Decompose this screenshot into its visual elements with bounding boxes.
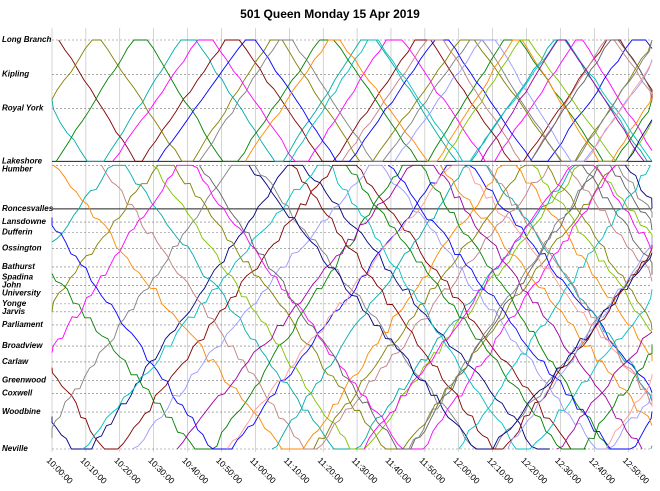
trip-line xyxy=(51,164,653,450)
x-tick-label: 11:50:00 xyxy=(417,455,447,485)
trip-line xyxy=(53,164,653,450)
trip-line xyxy=(226,164,653,450)
stop-label: Coxwell xyxy=(2,389,33,398)
trip-line xyxy=(289,39,653,162)
stop-label: Broadview xyxy=(2,341,43,350)
trip-line xyxy=(152,164,653,450)
trip-line xyxy=(486,165,653,405)
trip-line xyxy=(244,39,653,162)
trip-line xyxy=(345,165,653,450)
x-tick-label: 10:40:00 xyxy=(180,455,211,486)
x-tick-label: 12:40:00 xyxy=(587,455,618,486)
stop-label: Spadina xyxy=(2,272,34,281)
trip-line xyxy=(605,374,653,450)
stop-label: Kipling xyxy=(2,69,29,78)
stop-label: Ossington xyxy=(2,243,42,252)
x-tick-label: 10:10:00 xyxy=(78,455,109,486)
trip-line xyxy=(132,164,653,450)
stop-label: Humber xyxy=(2,164,33,173)
stop-label: Yonge xyxy=(2,299,27,308)
trip-line xyxy=(51,164,653,450)
stop-label: Royal York xyxy=(2,104,44,113)
trip-line xyxy=(529,39,653,162)
trip-line xyxy=(82,164,653,450)
trip-line xyxy=(624,165,653,209)
x-tick-label: 12:00:00 xyxy=(451,455,482,486)
trip-line xyxy=(51,164,586,450)
stop-label: Woodbine xyxy=(2,407,41,416)
x-tick-label: 12:10:00 xyxy=(485,455,516,486)
stop-label: Dufferin xyxy=(2,228,33,237)
trip-lines xyxy=(51,39,653,450)
trip-line xyxy=(507,238,653,450)
trip-line xyxy=(458,165,651,450)
x-tick-labels: 10:00:00 10:10:00 10:20:00 10:30:00 10:40:00… xyxy=(45,455,652,486)
x-tick-label: 10:20:00 xyxy=(112,455,143,486)
stop-label: Lakeshore xyxy=(2,156,43,165)
stop-labels: Long Branch Kipling Royal York LakeshoreHum… xyxy=(2,35,54,453)
x-tick-label: 11:40:00 xyxy=(384,455,414,485)
trip-line xyxy=(58,39,653,162)
x-tick-label: 12:20:00 xyxy=(519,455,550,486)
chart-title: 501 Queen Monday 15 Apr 2019 xyxy=(240,7,420,21)
trip-line xyxy=(408,164,653,450)
trip-line xyxy=(532,164,653,332)
stop-label: Neville xyxy=(2,444,28,453)
trip-line xyxy=(101,164,653,450)
x-tick-label: 10:00:00 xyxy=(45,455,76,486)
trip-line xyxy=(157,39,653,162)
stop-label: Long Branch xyxy=(2,35,51,44)
x-tick-label: 10:50:00 xyxy=(214,455,245,486)
x-tick-label: 10:30:00 xyxy=(146,455,177,486)
trip-line xyxy=(313,164,653,450)
trip-line xyxy=(248,165,653,450)
trip-line xyxy=(650,445,653,450)
stop-label: Parliament xyxy=(2,320,43,329)
stop-label: Greenwood xyxy=(2,375,47,384)
trip-line xyxy=(556,331,653,450)
trip-line xyxy=(51,39,652,162)
stop-label: University xyxy=(2,288,41,297)
trip-line xyxy=(626,119,653,162)
trip-line xyxy=(363,164,653,450)
stop-label: Bathurst xyxy=(2,262,35,271)
x-tick-label: 11:00:00 xyxy=(248,455,278,485)
x-tick-label: 11:20:00 xyxy=(316,455,346,485)
stop-label: Lansdowne xyxy=(2,217,47,226)
trip-line xyxy=(198,39,653,162)
x-tick-label: 11:30:00 xyxy=(350,455,380,485)
trip-line xyxy=(199,164,653,450)
trip-line xyxy=(387,164,653,450)
trip-line xyxy=(51,164,590,450)
x-tick-label: 12:50:00 xyxy=(621,455,652,486)
stop-label: Jarvis xyxy=(2,307,26,316)
trip-line xyxy=(584,61,653,162)
trip-line xyxy=(291,164,653,450)
stop-label: Carlaw xyxy=(2,357,29,366)
stop-label: John xyxy=(2,280,21,289)
stop-label: Roncesvalles xyxy=(2,204,54,213)
x-tick-label: 11:10:00 xyxy=(282,455,312,485)
x-tick-label: 12:30:00 xyxy=(553,455,584,486)
trip-line xyxy=(341,39,653,162)
trip-line xyxy=(440,165,653,426)
trip-line xyxy=(442,39,653,162)
trip-line xyxy=(480,39,652,162)
trip-line xyxy=(581,165,653,275)
trip-line xyxy=(51,164,629,450)
trip-line xyxy=(394,39,653,162)
